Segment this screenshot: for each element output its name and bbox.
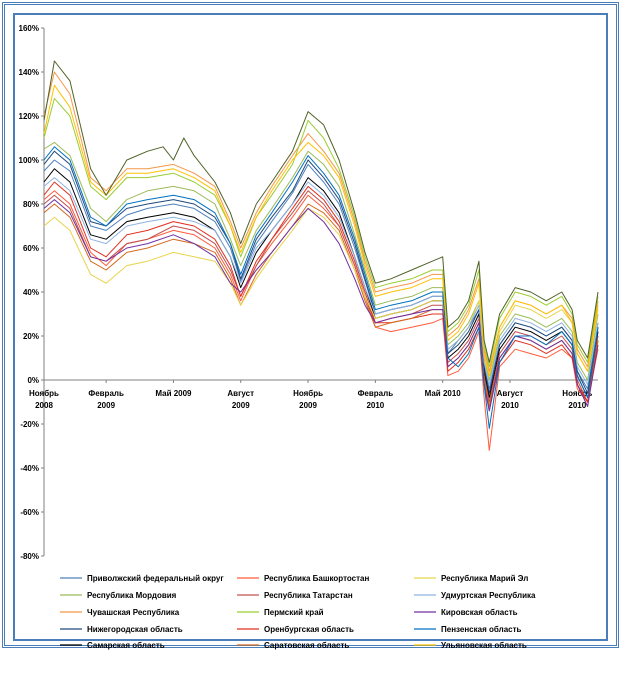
series-line-8 [43, 97, 599, 368]
y-tick-label: -60% [20, 508, 39, 517]
legend-label: Оренбургская область [264, 625, 354, 634]
x-tick-label-year: 2009 [97, 401, 115, 410]
outer-frame [2, 2, 619, 648]
y-tick-label: -20% [20, 420, 39, 429]
legend-label: Удмуртская Республика [441, 591, 536, 600]
x-tick-label: Ноябрь [29, 389, 59, 398]
x-tick-label: Февраль [88, 389, 124, 398]
legend-label: Приволжский федеральный округ [87, 574, 224, 583]
x-tick-label: Май 2009 [155, 389, 192, 398]
y-tick-label: 60% [23, 244, 39, 253]
series-line-6 [43, 190, 599, 451]
legend-label: Нижегородская область [87, 625, 183, 634]
series-line-15 [43, 84, 599, 377]
legend-label: Республика Мордовия [87, 591, 177, 600]
x-tick-label: Август [497, 389, 524, 398]
series-line-1 [43, 159, 599, 390]
chart-frame [13, 13, 608, 641]
x-tick-label-year: 2009 [299, 401, 317, 410]
y-tick-label: 20% [23, 332, 39, 341]
series-line-14 [43, 146, 599, 429]
series-line-13 [43, 199, 599, 412]
legend-label: Республика Башкортостан [264, 574, 369, 583]
legend-label: Кировская область [441, 608, 518, 617]
x-axis: Ноябрь 2008 Февраль 2009 Май 2009 Август 2009 Н… [29, 379, 598, 410]
y-tick-label: 80% [23, 200, 39, 209]
y-tick-label: -80% [20, 552, 39, 561]
y-tick-label: 120% [19, 112, 39, 121]
x-tick-label: Ноябрь [293, 389, 323, 398]
x-tick-label: Август [227, 389, 254, 398]
series-line-12 [43, 177, 599, 385]
x-tick-label: Май 2010 [425, 389, 462, 398]
x-tick-label-year: 2010 [366, 401, 384, 410]
x-tick-label: Ноябрь [562, 389, 592, 398]
legend: Приволжский федеральный округ Республика … [60, 574, 536, 650]
legend-label: Пермский край [264, 608, 324, 617]
y-tick-label: 100% [19, 156, 39, 165]
legend-label: Самарская область [87, 641, 165, 650]
series-line-11 [43, 207, 599, 377]
x-tick-label-year: 2008 [35, 401, 53, 410]
legend-label: Республика Татарстан [264, 591, 353, 600]
series-line-5 [43, 168, 599, 399]
series-line-7 [43, 190, 599, 403]
x-tick-label: Февраль [358, 389, 394, 398]
x-tick-label-year: 2009 [232, 401, 250, 410]
y-tick-label: 160% [19, 24, 39, 33]
y-tick-label: 0% [27, 376, 39, 385]
series-lines [43, 60, 599, 451]
legend-label: Республика Марий Эл [441, 574, 528, 583]
y-tick-label: 140% [19, 68, 39, 77]
series-line-16 [43, 60, 599, 363]
series-line-4 [43, 150, 599, 394]
y-tick-label: -40% [20, 464, 39, 473]
legend-label: Чувашская Республика [87, 608, 180, 617]
series-line-9 [43, 181, 599, 412]
x-tick-label-year: 2010 [501, 401, 519, 410]
x-tick-label-year: 2010 [568, 401, 586, 410]
series-line-2 [43, 141, 599, 381]
legend-label: Ульяновская область [441, 641, 527, 650]
legend-label: Саратовская область [264, 641, 349, 650]
legend-label: Пензенская область [441, 625, 522, 634]
y-axis: 160% 140% 120% 100% 80% 60% 40% 20% 0% -20% -40% -6… [19, 24, 45, 561]
y-tick-label: 40% [23, 288, 39, 297]
